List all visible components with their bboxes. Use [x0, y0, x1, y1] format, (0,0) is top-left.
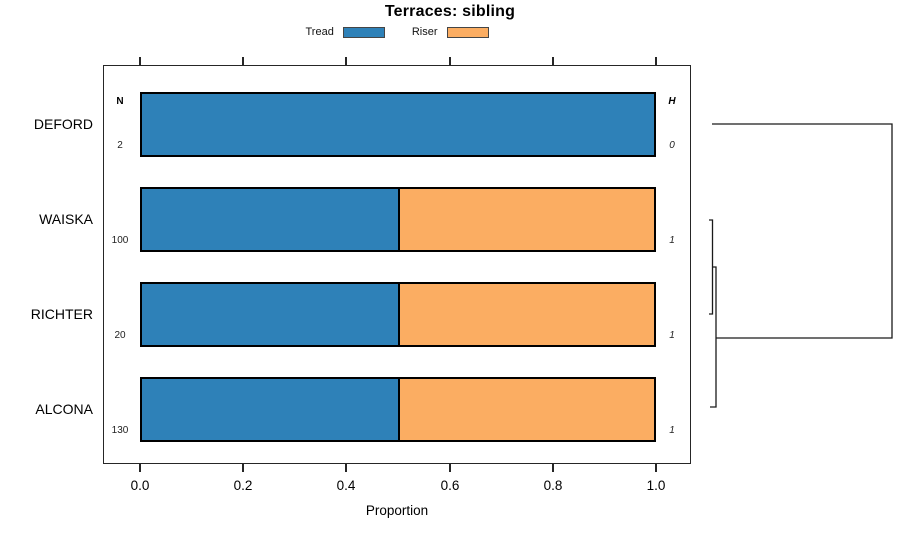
chart-title: Terraces: sibling	[384, 3, 516, 20]
bar-alcona-riser-segment	[398, 379, 654, 440]
top-axis-tick	[345, 57, 347, 65]
top-axis-tick	[139, 57, 141, 65]
n-value-deford: 2	[117, 140, 123, 151]
top-axis-tick	[552, 57, 554, 65]
n-value-alcona: 130	[111, 425, 129, 436]
x-tick-label: 0.4	[336, 478, 356, 493]
bottom-axis-tick	[242, 464, 244, 472]
legend-label-tread: Tread	[305, 26, 334, 38]
h-value-richter: 1	[669, 330, 675, 341]
n-value-waiska: 100	[111, 235, 129, 246]
category-label-deford: DEFORD	[33, 116, 93, 132]
x-axis-label: Proportion	[365, 503, 429, 518]
category-label-alcona: ALCONA	[35, 401, 93, 417]
dendrogram-root-branch	[712, 123, 893, 339]
tread-color-swatch	[342, 26, 385, 38]
h-value-waiska: 1	[669, 235, 675, 246]
bar-richter-riser-segment	[398, 284, 654, 345]
x-tick-label: 0.6	[440, 478, 460, 493]
n-value-richter: 20	[114, 330, 126, 341]
bottom-axis-tick	[139, 464, 141, 472]
bar-deford	[140, 92, 656, 157]
dendrogram-waiska-richter-branch	[709, 219, 714, 315]
bar-waiska-tread-segment	[142, 189, 398, 250]
h-value-alcona: 1	[669, 425, 675, 436]
x-tick-label: 0.0	[130, 478, 150, 493]
x-tick-label: 0.8	[543, 478, 563, 493]
bar-alcona	[140, 377, 656, 442]
category-label-waiska: WAISKA	[39, 211, 93, 227]
top-axis-tick	[449, 57, 451, 65]
legend: Tread Riser	[0, 26, 794, 38]
dendrogram-alcona-branch	[710, 266, 717, 408]
riser-color-swatch	[446, 26, 489, 38]
legend-label-riser: Riser	[411, 26, 438, 38]
bottom-axis-tick	[449, 464, 451, 472]
x-tick-label: 1.0	[646, 478, 666, 493]
x-tick-label: 0.2	[233, 478, 253, 493]
legend-item-tread: Tread	[306, 26, 385, 38]
h-column-header: H	[668, 96, 676, 107]
bottom-axis-tick	[345, 464, 347, 472]
bar-deford-tread-segment	[142, 94, 654, 155]
legend-item-riser: Riser	[412, 26, 489, 38]
bar-waiska-riser-segment	[398, 189, 654, 250]
bottom-axis-tick	[655, 464, 657, 472]
bar-waiska	[140, 187, 656, 252]
bottom-axis-tick	[552, 464, 554, 472]
plot-panel: N H 2 100 20 130 0 1 1 1	[103, 65, 691, 464]
top-axis-tick	[242, 57, 244, 65]
bar-richter	[140, 282, 656, 347]
top-axis-tick	[655, 57, 657, 65]
bar-alcona-tread-segment	[142, 379, 398, 440]
h-value-deford: 0	[669, 140, 675, 151]
bar-richter-tread-segment	[142, 284, 398, 345]
n-column-header: N	[116, 96, 124, 107]
category-label-richter: RICHTER	[30, 306, 93, 322]
